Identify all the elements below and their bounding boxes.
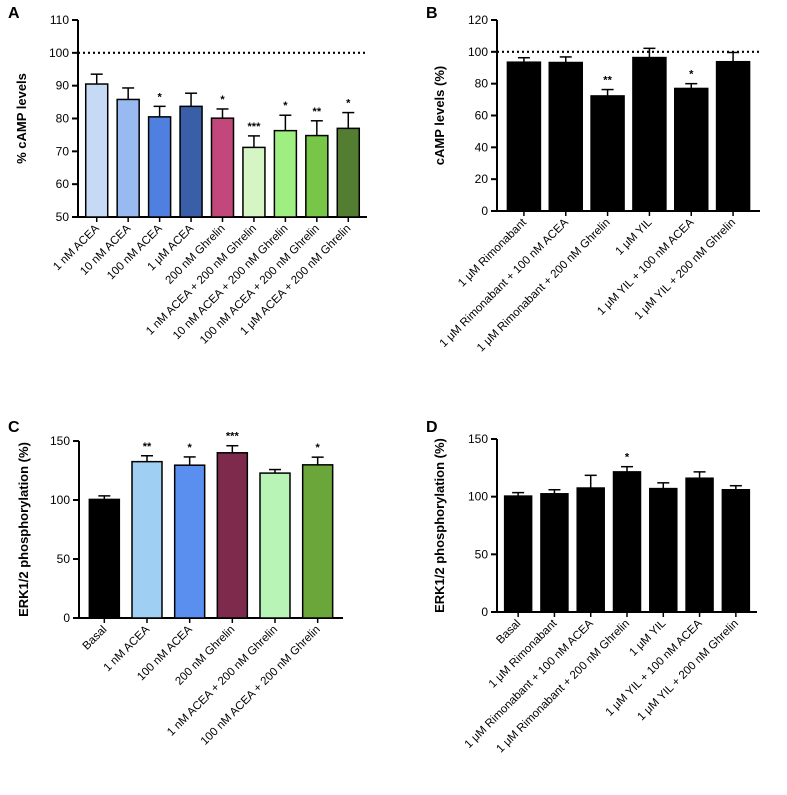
significance-label: * (316, 442, 321, 454)
y-tick-label: 50 (56, 210, 70, 224)
bar (576, 487, 605, 613)
significance-label: *** (226, 431, 240, 443)
y-tick-label: 100 (468, 490, 488, 504)
y-tick-label: 80 (56, 112, 70, 126)
y-tick-label: 0 (481, 605, 488, 619)
x-tick-label: 1 μM Rimonabant (487, 617, 560, 690)
significance-label: ** (313, 106, 322, 118)
y-tick-label: 90 (56, 79, 70, 93)
bar (84, 83, 109, 218)
bar (88, 498, 121, 619)
significance-label: * (220, 94, 225, 106)
bar (540, 493, 569, 613)
bar (632, 56, 667, 212)
panel-c: C 0 50 100 150 ERK1/2 phosphorylation (%) Basa… (8, 419, 343, 748)
bar (503, 495, 533, 613)
y-tick-label: 100 (468, 45, 488, 59)
bar (301, 464, 334, 619)
panel-label: B (426, 5, 438, 22)
panel-label: A (8, 5, 20, 22)
bar (147, 116, 172, 218)
bar (210, 117, 235, 218)
y-tick-label: 60 (56, 177, 70, 191)
y-tick-label: 150 (50, 434, 70, 448)
y-tick-label: 100 (50, 493, 70, 507)
bar (116, 98, 140, 218)
x-tick-label: 1 μM Rimonabant (456, 216, 529, 289)
bar (715, 60, 751, 212)
y-tick-label: 150 (468, 432, 488, 446)
x-tick-label: 1 μM YIL (613, 216, 654, 257)
significance-label: * (157, 91, 162, 103)
y-tick-label: 110 (50, 13, 69, 27)
panel-d: D 0 50 100 150 ERK1/2 phosphorylation (%) Basa… (426, 419, 757, 755)
x-tick-label: 100 nM ACEA (105, 222, 165, 282)
y-tick-label: 120 (468, 13, 488, 27)
y-axis-label: ERK1/2 phosphorylation (%) (16, 442, 31, 617)
y-tick-label: 20 (475, 172, 489, 186)
y-tick-label: 70 (56, 144, 70, 158)
y-tick-label: 50 (475, 547, 489, 561)
bar (590, 95, 625, 212)
y-tick-label: 0 (481, 204, 488, 218)
bar (506, 61, 542, 212)
y-tick-label: 80 (475, 77, 489, 91)
panel-b: B 0 20 40 60 80 100 120 cAMP levels (%) 1 μM Rimo… (426, 5, 760, 354)
bar (259, 472, 291, 619)
y-axis-label: ERK1/2 phosphorylation (%) (432, 438, 447, 613)
bar (216, 452, 249, 619)
y-tick-label: 40 (475, 140, 489, 154)
x-tick-label: Basal (494, 618, 523, 647)
x-tick-label: 1 μM Rimonabant + 200 nM Ghrelin (494, 618, 632, 756)
bar (179, 105, 203, 218)
x-tick-label: 10 nM ACEA + 200 nM Ghrelin (171, 223, 290, 342)
bar (685, 477, 714, 613)
significance-label: ** (603, 75, 612, 87)
bar (305, 134, 329, 218)
significance-label: ** (143, 441, 152, 453)
y-axis-label: cAMP levels (%) (432, 66, 447, 165)
panel-label: D (426, 419, 438, 436)
significance-label: * (689, 69, 694, 81)
bar (649, 487, 678, 613)
bar (273, 129, 298, 218)
significance-label: * (283, 100, 288, 112)
significance-label: *** (248, 121, 262, 133)
significance-label: * (188, 442, 193, 454)
bar (674, 87, 709, 212)
y-tick-label: 60 (475, 109, 489, 123)
y-axis-label: % cAMP levels (14, 73, 29, 164)
significance-label: * (625, 452, 630, 464)
y-tick-label: 50 (57, 552, 71, 566)
bar (548, 61, 583, 212)
bar (612, 471, 642, 613)
y-tick-label: 0 (63, 611, 70, 625)
bar (242, 146, 266, 218)
x-tick-label: 1 μM Rimonabant + 100 nM ACEA (463, 617, 596, 750)
bar (131, 460, 163, 619)
significance-label: * (346, 98, 351, 110)
bar (721, 488, 751, 613)
y-tick-label: 100 (49, 46, 69, 60)
panel-label: C (8, 419, 20, 436)
bar (336, 127, 361, 218)
x-tick-label: Basal (81, 624, 110, 653)
bar (173, 464, 206, 619)
